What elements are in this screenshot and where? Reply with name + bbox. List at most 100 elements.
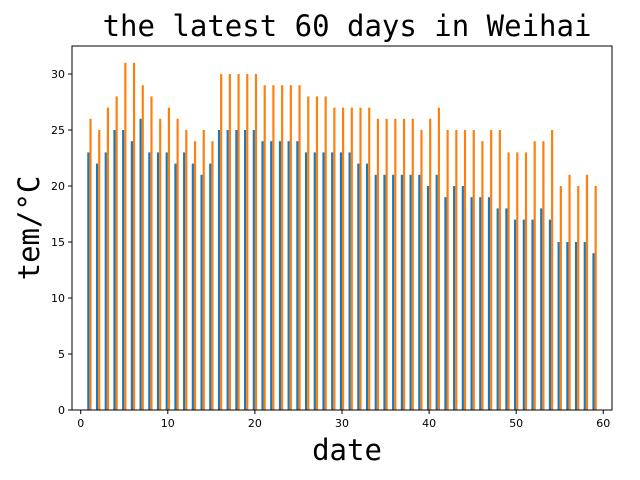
bar-series2-day47 <box>490 130 493 410</box>
bar-series2-day17 <box>228 74 231 410</box>
bar-series1-day35 <box>383 174 386 410</box>
bar-series1-day49 <box>505 208 508 410</box>
bar-series1-day46 <box>479 197 482 410</box>
bar-series1-day32 <box>357 163 360 410</box>
bar-series1-day39 <box>418 174 421 410</box>
bar-series2-day9 <box>159 118 162 411</box>
bar-series2-day20 <box>254 74 258 410</box>
bar-series1-day7 <box>139 118 142 411</box>
bar-series2-day12 <box>185 130 188 410</box>
bar-series2-day51 <box>524 152 528 410</box>
x-tick-label: 60 <box>596 417 610 430</box>
bar-series1-day59 <box>592 253 595 410</box>
bar-series1-day51 <box>522 219 525 410</box>
bar-series1-day48 <box>496 208 499 410</box>
bar-series2-day31 <box>350 107 353 410</box>
bar-series1-day24 <box>287 141 290 410</box>
bar-series2-day46 <box>481 141 484 410</box>
y-axis-ticks: 0 5 10 15 20 25 30 <box>51 68 72 417</box>
bar-series2-day28 <box>324 96 327 411</box>
bar-series1-day5 <box>122 130 125 410</box>
y-tick-label: 0 <box>58 404 65 417</box>
bar-series2-day15 <box>211 141 214 410</box>
bar-series2-day57 <box>577 186 580 410</box>
bar-series2-day19 <box>246 74 249 410</box>
y-tick-label: 5 <box>58 348 65 361</box>
bars-layer <box>87 62 597 411</box>
bar-series1-day18 <box>235 130 238 410</box>
bar-series1-day37 <box>400 174 403 410</box>
bar-series1-day50 <box>514 219 517 410</box>
bar-series1-day4 <box>113 130 116 410</box>
bar-series1-day28 <box>322 152 325 410</box>
x-axis-label: date <box>312 433 382 467</box>
bar-series2-day13 <box>193 141 197 410</box>
x-tick-label: 20 <box>248 417 262 430</box>
bar-series1-day25 <box>296 141 299 410</box>
bar-series2-day5 <box>124 62 127 411</box>
y-tick-label: 30 <box>51 68 65 81</box>
chart-title: the latest 60 days in Weihai <box>103 9 592 43</box>
bar-series1-day2 <box>95 163 99 410</box>
bar-series2-day29 <box>333 107 336 410</box>
bar-series2-day8 <box>150 96 153 411</box>
bar-series2-day38 <box>411 118 414 411</box>
bar-series2-day52 <box>533 141 536 410</box>
bar-series1-day47 <box>487 197 491 410</box>
bar-series2-day32 <box>359 107 362 410</box>
bar-series1-day6 <box>130 141 133 410</box>
bar-series1-day15 <box>209 163 212 410</box>
bar-series1-day52 <box>531 219 534 410</box>
x-tick-label: 30 <box>335 417 349 430</box>
bar-series1-day29 <box>331 152 334 410</box>
bar-series2-day40 <box>429 118 432 411</box>
bar-series2-day59 <box>594 186 597 410</box>
bar-series1-day57 <box>574 242 578 410</box>
bar-series1-day12 <box>183 152 186 410</box>
bar-series1-day16 <box>217 130 221 410</box>
bar-series1-day58 <box>583 242 586 410</box>
bar-series2-day53 <box>542 141 545 410</box>
bar-series2-day36 <box>394 118 397 411</box>
bar-series1-day43 <box>453 186 456 410</box>
bar-series2-day35 <box>385 118 388 411</box>
bar-series2-day7 <box>141 85 144 410</box>
bar-series2-day33 <box>368 107 371 410</box>
bar-series2-day43 <box>455 130 458 410</box>
bar-series2-day23 <box>281 85 284 410</box>
bar-series1-day44 <box>461 186 464 410</box>
bar-series2-day24 <box>289 85 292 410</box>
bar-series1-day19 <box>244 130 247 410</box>
y-tick-label: 20 <box>51 180 65 193</box>
plot-frame <box>71 45 613 411</box>
bar-series1-day3 <box>104 152 107 410</box>
bar-series2-day10 <box>167 107 170 410</box>
bar-series1-day22 <box>270 141 273 410</box>
bar-series2-day44 <box>463 130 467 410</box>
x-axis-ticks: 0 10 20 30 40 50 60 <box>77 410 610 430</box>
bar-series1-day53 <box>540 208 543 410</box>
bar-series1-day31 <box>348 152 351 410</box>
y-tick-label: 15 <box>51 236 65 249</box>
bar-series1-day36 <box>392 174 395 410</box>
bar-series2-day21 <box>263 85 266 410</box>
x-tick-label: 10 <box>161 417 175 430</box>
bar-series2-day42 <box>446 130 449 410</box>
bar-series1-day8 <box>148 152 151 410</box>
bar-series2-day3 <box>106 107 110 410</box>
bar-series1-day27 <box>313 152 316 410</box>
x-tick-label: 40 <box>422 417 436 430</box>
bar-series2-day41 <box>437 107 440 410</box>
x-tick-label: 0 <box>77 417 84 430</box>
bar-series2-day30 <box>342 107 345 410</box>
bar-series2-day6 <box>132 62 136 411</box>
bar-series2-day50 <box>516 152 519 410</box>
y-axis-label: tem/°C <box>12 176 46 281</box>
bar-series1-day30 <box>339 152 342 410</box>
bar-series2-day25 <box>298 85 301 410</box>
bar-series1-day40 <box>426 186 430 410</box>
bar-series2-day1 <box>89 118 92 411</box>
bar-series2-day16 <box>220 74 223 410</box>
